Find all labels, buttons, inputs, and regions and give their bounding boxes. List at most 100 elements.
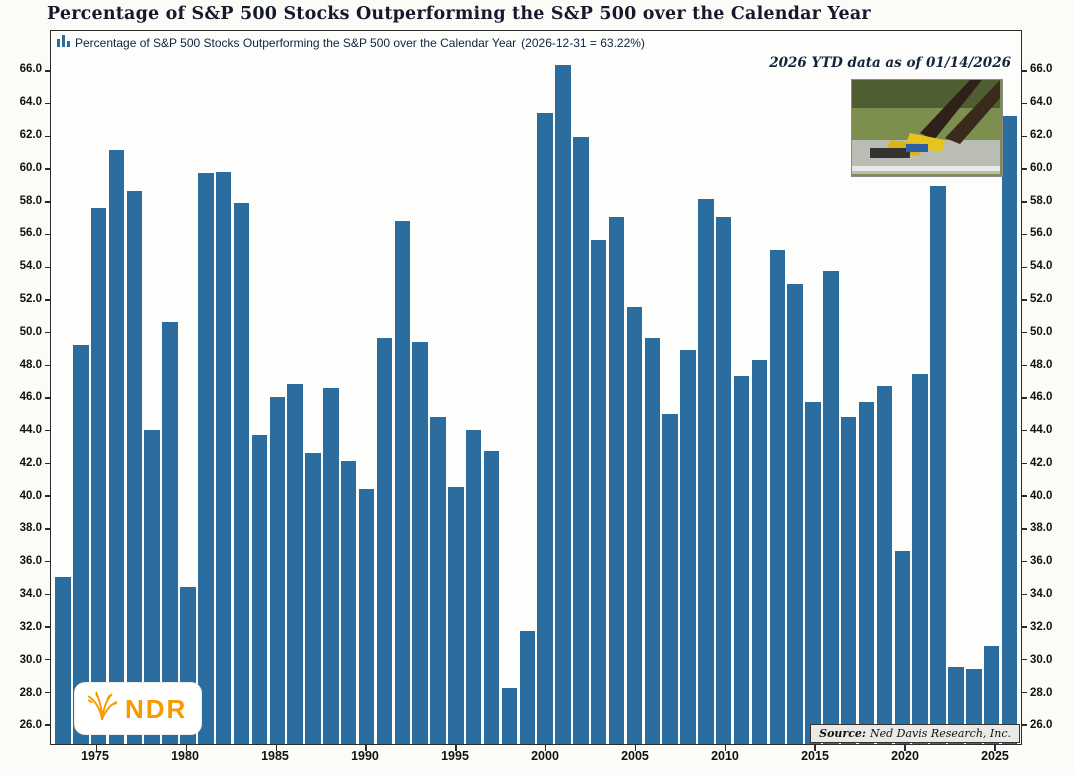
bar-1975 [90,207,107,744]
y-tick-mark [1022,299,1027,301]
ndr-logo-text: NDR [125,693,188,724]
x-axis-labels: 1975 1980 1985 1990 1995 2000 2005 2010 2015 2020… [50,749,1022,769]
y-tick-label-right: 62.0 [1030,128,1053,141]
bar-1997 [483,451,500,744]
y-tick-label-left: 26.0 [19,719,42,732]
y-tick-mark [1022,724,1027,726]
y-tick-label-right: 60.0 [1030,161,1053,174]
y-tick-mark [45,266,50,268]
y-tick-mark [1022,462,1027,465]
bar-2015 [805,402,821,744]
runners-photo [851,79,1003,177]
y-tick-mark [45,364,50,367]
y-tick-label-right: 46.0 [1030,391,1053,404]
y-tick-mark [1022,233,1027,236]
y-tick-mark [45,691,50,694]
bar-2007 [662,413,678,744]
y-tick-mark [45,331,50,334]
x-tick-mark [365,745,367,751]
bar-2011 [733,376,750,744]
y-tick-label-left: 48.0 [19,358,42,371]
y-tick-label-left: 38.0 [19,522,42,535]
source-box: Source: Ned Davis Research, Inc. [810,724,1020,743]
bar-2021 [912,374,928,744]
y-tick-label-left: 66.0 [19,63,42,76]
bar-1995 [448,487,464,744]
bar-2013 [769,250,786,744]
y-tick-label-right: 30.0 [1030,653,1053,666]
y-tick-label-right: 42.0 [1030,456,1053,469]
y-tick-mark [1022,331,1027,334]
bar-2004 [608,217,625,744]
bar-1986 [287,384,303,744]
bar-2026 [1001,115,1018,744]
y-tick-label-right: 32.0 [1030,620,1053,633]
y-tick-label-left: 46.0 [19,391,42,404]
y-tick-mark [1022,70,1027,72]
y-tick-mark [45,299,50,301]
bar-2009 [698,199,714,744]
y-tick-mark [45,233,50,236]
bar-2001 [555,65,571,744]
y-tick-mark [1022,560,1027,563]
y-tick-label-left: 50.0 [19,325,42,338]
page-title: Percentage of S&P 500 Stocks Outperformi… [47,4,871,24]
y-tick-label-right: 54.0 [1030,260,1053,273]
y-tick-label-left: 34.0 [19,588,42,601]
legend-value: (2026-12-31 = 63.22%) [521,35,645,50]
y-tick-mark [1022,135,1027,138]
y-tick-label-right: 44.0 [1030,424,1053,437]
y-tick-label-left: 62.0 [19,128,42,141]
y-tick-mark [45,70,50,72]
y-tick-label-right: 64.0 [1030,96,1053,109]
x-tick-mark [634,745,637,751]
y-tick-mark [1022,201,1027,203]
bar-1983 [233,202,250,744]
y-tick-label-left: 32.0 [19,620,42,633]
bar-2016 [823,271,839,744]
bar-1976 [108,150,125,744]
bar-1992 [394,220,410,744]
bar-1982 [215,171,232,744]
x-tick-mark [994,745,996,751]
y-tick-label-right: 56.0 [1030,227,1053,240]
y-tick-label-right: 38.0 [1030,522,1053,535]
x-tick-label: 2015 [801,749,829,763]
legend-label: Percentage of S&P 500 Stocks Outperformi… [75,35,517,50]
y-tick-mark [1022,397,1027,399]
y-tick-mark [1022,495,1027,497]
bar-1981 [198,173,214,744]
y-tick-label-right: 34.0 [1030,588,1053,601]
y-tick-label-left: 42.0 [19,456,42,469]
y-tick-mark [45,724,50,726]
bar-2010 [715,217,732,744]
x-tick-mark [275,745,278,751]
x-tick-mark [724,745,727,751]
x-tick-label: 1980 [171,749,199,763]
y-tick-label-right: 50.0 [1030,325,1053,338]
y-tick-mark [1022,429,1027,432]
y-tick-label-left: 30.0 [19,653,42,666]
bar-1978 [144,430,160,744]
y-tick-label-left: 36.0 [19,555,42,568]
bar-1984 [251,434,268,744]
y-tick-mark [45,201,50,203]
bar-1988 [323,387,339,744]
bar-2008 [680,349,696,744]
y-tick-mark [45,429,50,432]
x-tick-mark [814,745,816,751]
bar-1985 [269,397,285,744]
y-axis-right: 66.0 64.0 62.0 60.0 58.0 56.0 54.0 52.0 50.0 48.0… [1026,30,1074,745]
bar-2006 [644,338,661,744]
y-tick-label-left: 56.0 [19,227,42,240]
y-tick-label-left: 28.0 [19,686,42,699]
y-tick-label-right: 66.0 [1030,63,1053,76]
x-tick-mark [455,745,457,751]
y-tick-label-left: 44.0 [19,424,42,437]
y-tick-mark [1022,168,1027,170]
bar-1977 [126,191,143,744]
x-tick-label: 2010 [711,749,739,763]
bar-2012 [751,359,768,744]
ndr-leaf-icon [85,689,119,728]
bar-1996 [465,430,482,744]
